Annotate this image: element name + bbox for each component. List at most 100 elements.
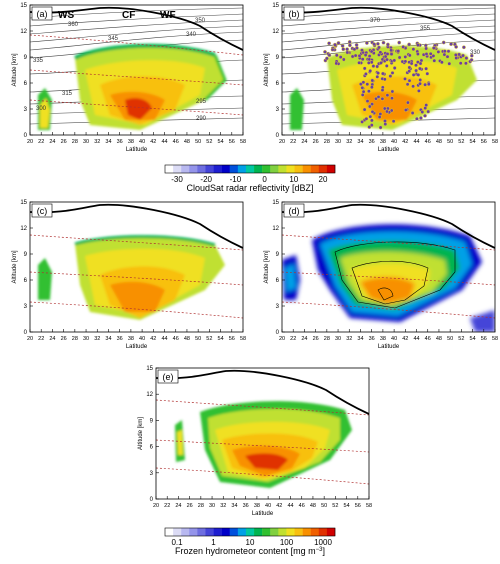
colorbar-swatch <box>181 165 190 173</box>
x-tick-label: 40 <box>391 336 397 342</box>
x-tick-label: 22 <box>290 336 296 342</box>
trajectory-point <box>345 47 349 52</box>
x-axis-label: Latitude <box>378 344 400 350</box>
colorbar-tick-label: 20 <box>319 175 328 184</box>
y-tick-label: 12 <box>146 392 153 398</box>
trajectory-point <box>364 116 369 121</box>
colorbar-tick-label: 0 <box>262 175 267 184</box>
theta-label-350: 350 <box>195 18 206 24</box>
y-tick-label: 6 <box>276 81 280 87</box>
trajectory-point <box>347 40 352 44</box>
x-tick-label: 50 <box>447 139 453 145</box>
colorbar-swatch <box>254 528 263 536</box>
trajectory-point <box>397 55 402 60</box>
y-tick-label: 0 <box>24 330 28 336</box>
panel-b-tropopause <box>282 6 495 51</box>
trajectory-point <box>403 77 407 81</box>
x-tick-label: 30 <box>335 139 341 145</box>
colorbar-radar-swatches <box>164 164 336 174</box>
colorbar-swatch <box>318 528 328 536</box>
x-tick-label: 58 <box>240 336 246 342</box>
trajectory-point <box>323 50 327 54</box>
colorbar-swatch <box>237 165 247 173</box>
x-tick-label: 22 <box>38 336 44 342</box>
theta-label-360: 360 <box>68 22 79 28</box>
trajectory-point <box>361 80 366 85</box>
panel-e-label: (e) <box>163 372 174 382</box>
trajectory-point <box>423 106 428 111</box>
x-tick-label: 54 <box>218 336 224 342</box>
trajectory-point <box>372 42 377 47</box>
x-tick-label: 26 <box>313 336 319 342</box>
x-tick-label: 46 <box>299 503 305 509</box>
trajectory-point <box>330 47 335 52</box>
x-tick-label: 48 <box>436 336 442 342</box>
panel-e-isotherms <box>156 399 369 485</box>
trajectory-point <box>397 40 402 45</box>
x-tick-label: 20 <box>27 139 33 145</box>
trajectory-point <box>390 96 394 101</box>
trajectory-point <box>405 100 410 105</box>
x-tick-label: 28 <box>324 336 330 342</box>
x-tick-label: 24 <box>301 139 307 145</box>
colorbar-swatch <box>165 528 174 536</box>
x-tick-label: 56 <box>355 503 361 509</box>
trajectory-point <box>446 49 451 54</box>
colorbar-swatch <box>318 165 328 173</box>
panel-e-plot <box>156 369 369 488</box>
x-tick-label: 24 <box>49 139 55 145</box>
trajectory-point <box>364 41 369 45</box>
panel-d-plot <box>282 203 495 332</box>
trajectory-point <box>418 116 423 120</box>
colorbar-swatch <box>326 165 336 173</box>
x-tick-label: 26 <box>61 336 67 342</box>
trajectory-point <box>338 55 343 59</box>
trajectory-point <box>407 65 412 70</box>
y-tick-label: 15 <box>20 200 27 206</box>
trajectory-point <box>458 61 463 66</box>
colorbar-swatch <box>197 528 206 536</box>
y-axis-label: Altitude [km] <box>264 250 270 283</box>
y-tick-label: 0 <box>24 133 28 139</box>
colorbar-swatch <box>302 528 311 536</box>
colorbar-swatch <box>278 165 287 173</box>
trajectory-point <box>327 41 331 46</box>
trajectory-point <box>341 57 346 62</box>
trajectory-point <box>418 81 422 86</box>
panel-d-frame <box>281 201 496 333</box>
y-axis-label: Altitude [km] <box>12 250 18 283</box>
x-tick-label: 44 <box>161 139 167 145</box>
trajectory-point <box>414 68 418 73</box>
trajectory-point <box>380 88 385 93</box>
theta-label-370: 370 <box>370 18 381 24</box>
y-tick-label: 9 <box>150 418 154 424</box>
trajectory-point <box>340 44 345 48</box>
trajectory-point <box>449 42 453 46</box>
colorbar-swatch <box>197 165 206 173</box>
x-tick-label: 22 <box>38 139 44 145</box>
panel-b-plot <box>282 6 495 130</box>
colorbar-swatch <box>221 528 230 536</box>
colorbar-frozen-ticks: 0.1 1 10 100 1000 <box>171 538 332 547</box>
colorbar-swatch <box>310 528 320 536</box>
colorbar-frozen-label: Frozen hydrometeor content [mg m−3] <box>175 546 325 556</box>
trajectory-point <box>463 61 468 66</box>
trajectory-point <box>403 55 408 59</box>
x-tick-label: 40 <box>391 139 397 145</box>
trajectory-point <box>436 50 441 54</box>
y-tick-label: 9 <box>276 252 280 258</box>
y-tick-label: 3 <box>24 304 28 310</box>
trajectory-point <box>383 119 387 123</box>
x-tick-label: 20 <box>153 503 159 509</box>
colorbar-swatch <box>286 165 295 173</box>
trajectory-point <box>464 56 469 60</box>
trajectory-point <box>362 107 367 112</box>
trajectory-point <box>416 73 421 77</box>
trajectory-point <box>416 89 421 93</box>
trajectory-point <box>396 49 401 53</box>
trajectory-point <box>442 49 447 54</box>
trajectory-point <box>368 69 373 73</box>
y-tick-label: 9 <box>24 252 28 258</box>
trajectory-point <box>405 82 410 87</box>
trajectory-point <box>392 58 397 63</box>
